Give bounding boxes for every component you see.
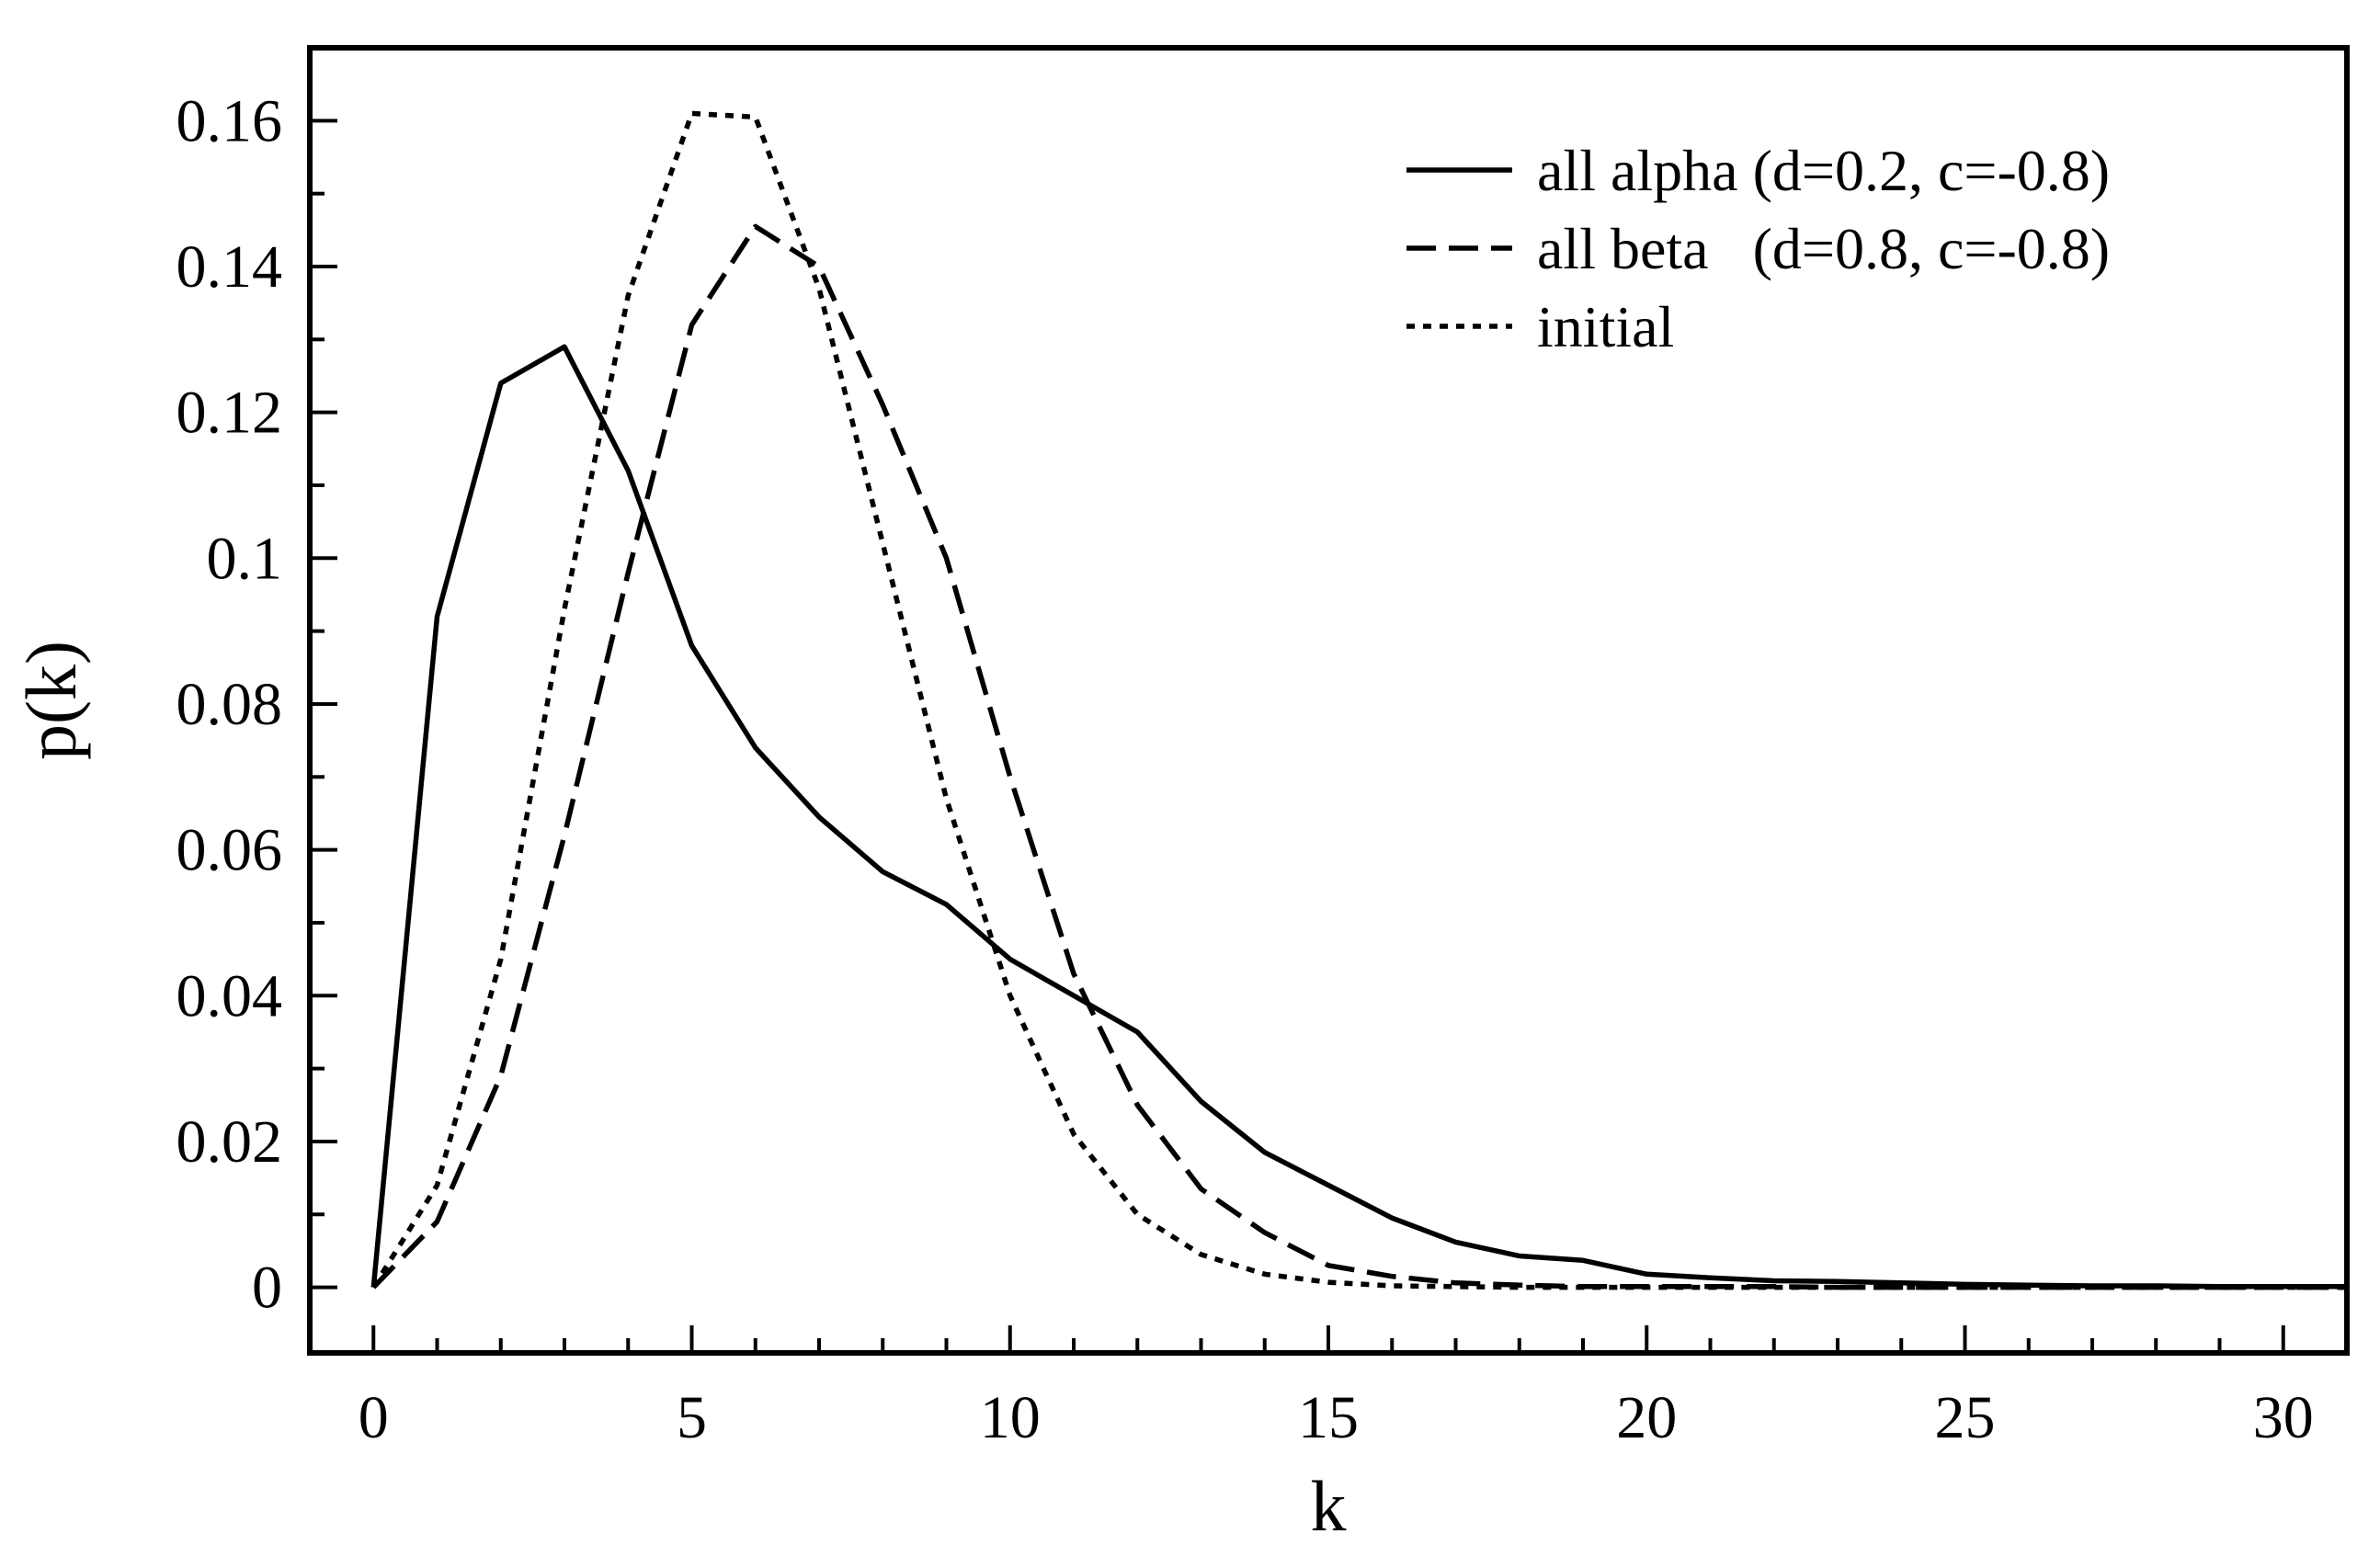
y-tick-label: 0.1 xyxy=(207,525,283,592)
tick-labels: 0 5 10 15 20 25 30 0 0.02 0.04 0.06 0.08 0.1 0.12 0.14… xyxy=(177,87,2314,1451)
legend-label: initial xyxy=(1537,294,1674,359)
y-tick-label: 0.12 xyxy=(177,380,283,447)
x-tick-label: 15 xyxy=(1298,1384,1359,1451)
x-tick-label: 5 xyxy=(677,1384,707,1451)
legend: all alpha (d=0.2, c=-0.8) all beta (d=0.8… xyxy=(1406,138,2110,359)
legend-label: all alpha (d=0.2, c=-0.8) xyxy=(1537,138,2110,203)
y-tick-label: 0.14 xyxy=(177,233,283,301)
y-tick-label: 0.06 xyxy=(177,817,283,884)
x-tick-label: 0 xyxy=(359,1384,389,1451)
y-tick-label: 0.08 xyxy=(177,671,283,738)
y-tick-label: 0.04 xyxy=(177,962,283,1029)
series-lines xyxy=(370,110,2347,1290)
legend-label: all beta (d=0.8, c=-0.8) xyxy=(1537,216,2110,281)
plot-frame xyxy=(307,45,2350,1356)
y-tick-label: 0.16 xyxy=(177,87,283,154)
x-axis-title: k xyxy=(1311,1466,1347,1546)
x-tick-label: 30 xyxy=(2253,1384,2314,1451)
x-tick-label: 25 xyxy=(1935,1384,1996,1451)
y-tick-label: 0.02 xyxy=(177,1108,283,1176)
y-tick-label: 0 xyxy=(252,1255,282,1322)
series-line-dashed xyxy=(371,223,2347,1290)
y-axis-title: p(k) xyxy=(11,641,91,760)
x-tick-label: 20 xyxy=(1616,1384,1677,1451)
x-tick-label: 10 xyxy=(980,1384,1041,1451)
